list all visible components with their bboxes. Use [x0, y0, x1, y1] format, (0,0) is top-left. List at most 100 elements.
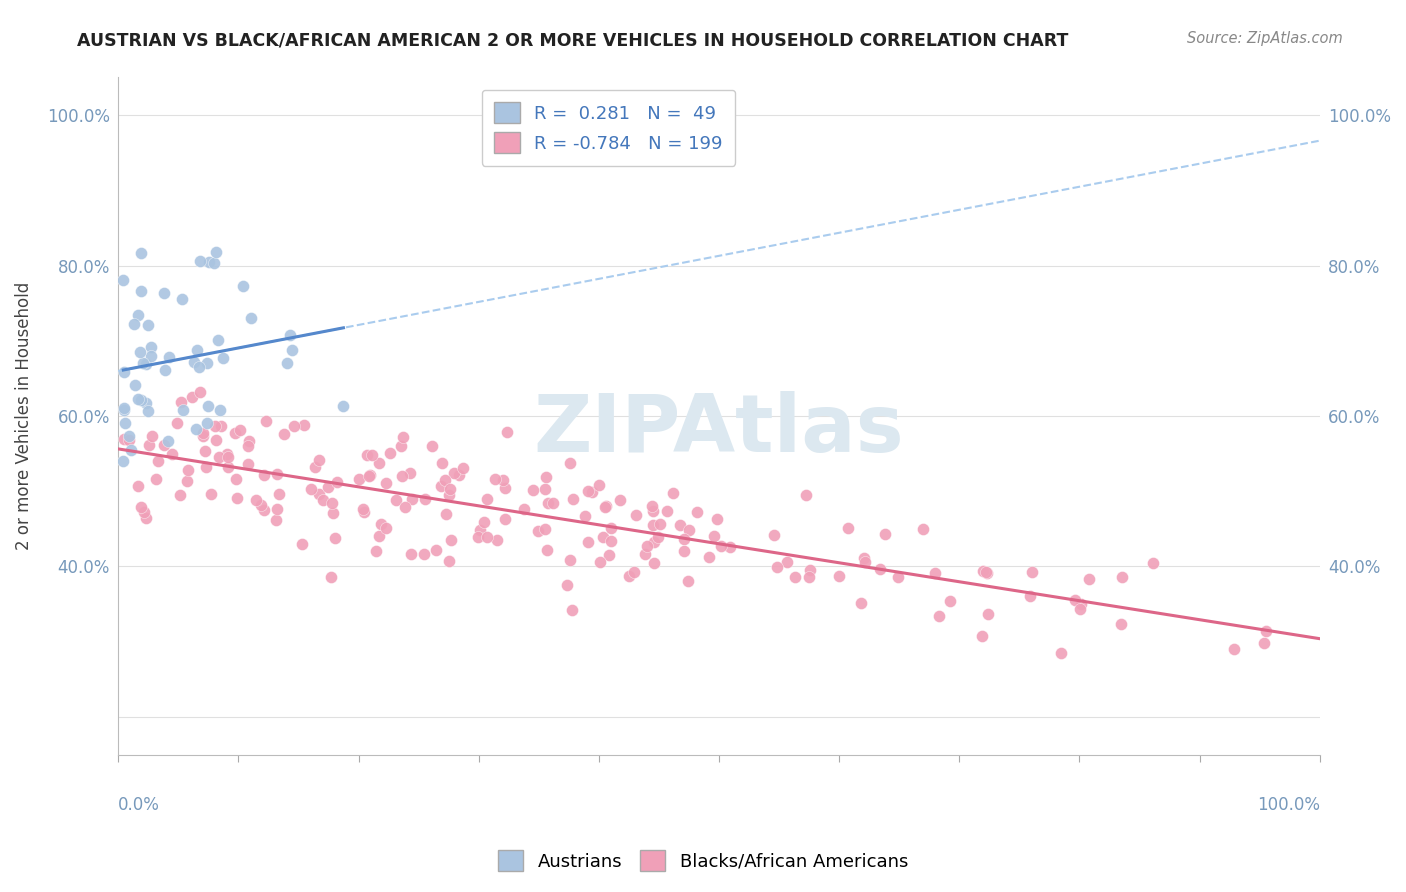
Point	[266, 467, 288, 481]
Point	[156, 434, 179, 448]
Point	[186, 421, 208, 435]
Point	[609, 492, 631, 507]
Point	[124, 318, 146, 332]
Point	[1142, 556, 1164, 570]
Point	[430, 479, 453, 493]
Point	[399, 547, 422, 561]
Point	[647, 530, 669, 544]
Point	[676, 574, 699, 588]
Point	[191, 429, 214, 443]
Point	[217, 460, 239, 475]
Point	[217, 450, 239, 464]
Point	[468, 523, 491, 537]
Text: 100.0%: 100.0%	[1257, 796, 1320, 814]
Point	[641, 517, 664, 532]
Point	[132, 356, 155, 370]
Point	[202, 256, 225, 270]
Point	[534, 482, 557, 496]
Point	[486, 533, 509, 548]
Point	[197, 399, 219, 413]
Point	[536, 542, 558, 557]
Point	[195, 416, 218, 430]
Point	[141, 349, 163, 363]
Point	[592, 530, 614, 544]
Point	[145, 472, 167, 486]
Point	[1111, 570, 1133, 584]
Point	[434, 508, 457, 522]
Point	[853, 555, 876, 569]
Point	[114, 432, 136, 446]
Point	[447, 467, 470, 482]
Point	[678, 524, 700, 538]
Point	[325, 531, 347, 545]
Point	[624, 508, 647, 522]
Point	[643, 556, 665, 570]
Point	[321, 570, 343, 584]
Point	[155, 363, 177, 377]
Point	[152, 437, 174, 451]
Point	[112, 401, 135, 415]
Point	[673, 543, 696, 558]
Point	[853, 550, 876, 565]
Point	[928, 609, 950, 624]
Point	[560, 553, 582, 567]
Point	[276, 356, 298, 370]
Point	[160, 447, 183, 461]
Point	[195, 460, 218, 475]
Point	[200, 487, 222, 501]
Point	[522, 483, 544, 498]
Point	[636, 539, 658, 553]
Point	[799, 563, 821, 577]
Point	[537, 496, 560, 510]
Point	[148, 454, 170, 468]
Point	[238, 434, 260, 448]
Point	[112, 454, 135, 468]
Point	[207, 333, 229, 347]
Point	[194, 444, 217, 458]
Point	[136, 404, 159, 418]
Point	[976, 566, 998, 580]
Point	[183, 355, 205, 369]
Point	[291, 536, 314, 550]
Point	[869, 562, 891, 576]
Point	[176, 475, 198, 489]
Point	[367, 456, 389, 470]
Point	[188, 360, 211, 375]
Point	[139, 340, 162, 354]
Point	[205, 434, 228, 448]
Point	[299, 482, 322, 496]
Point	[135, 396, 157, 410]
Point	[141, 429, 163, 443]
Point	[359, 469, 381, 483]
Point	[131, 285, 153, 299]
Point	[193, 425, 215, 440]
Point	[283, 418, 305, 433]
Point	[762, 528, 785, 542]
Point	[375, 475, 398, 490]
Point	[703, 529, 725, 543]
Point	[475, 530, 498, 544]
Point	[359, 467, 381, 482]
Point	[120, 443, 142, 458]
Point	[135, 511, 157, 525]
Point	[496, 425, 519, 439]
Y-axis label: 2 or more Vehicles in Household: 2 or more Vehicles in Household	[15, 282, 32, 550]
Point	[132, 505, 155, 519]
Point	[176, 463, 198, 477]
Point	[127, 479, 149, 493]
Point	[1077, 572, 1099, 586]
Point	[661, 485, 683, 500]
Point	[326, 475, 349, 489]
Point	[217, 447, 239, 461]
Point	[368, 529, 391, 543]
Point	[494, 512, 516, 526]
Point	[170, 395, 193, 409]
Point	[970, 629, 993, 643]
Point	[710, 539, 733, 553]
Point	[776, 555, 799, 569]
Point	[349, 472, 371, 486]
Point	[974, 565, 997, 579]
Point	[138, 438, 160, 452]
Point	[588, 478, 610, 492]
Point	[1111, 616, 1133, 631]
